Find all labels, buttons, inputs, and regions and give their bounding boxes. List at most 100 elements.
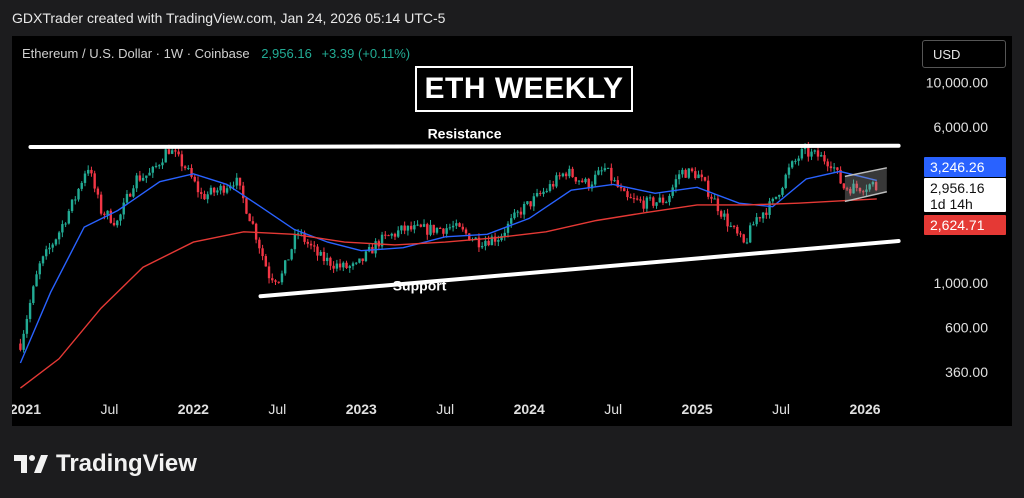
symbol-legend: Ethereum / U.S. Dollar · 1W · Coinbase 2… [22, 46, 410, 61]
candle-body [309, 243, 313, 246]
candle-body [648, 197, 652, 199]
candle-body [93, 173, 96, 189]
candle-body [277, 281, 280, 283]
candle-body [135, 175, 138, 189]
candle-body [477, 237, 481, 248]
candle-body [387, 235, 390, 237]
last-price: 2,956.16 [261, 46, 312, 61]
candle-body [258, 239, 261, 249]
candle-body [80, 182, 83, 189]
candle-body [35, 274, 38, 287]
x-tick-label: Jul [268, 401, 286, 417]
candle-body [348, 266, 351, 269]
candle-body [842, 183, 846, 189]
candle-body [212, 187, 216, 193]
candle-body [790, 161, 794, 168]
candle-body [300, 232, 303, 234]
candle-body [409, 225, 413, 230]
candle-body [209, 187, 213, 195]
resistance-line [28, 143, 901, 150]
candle-body [865, 189, 868, 192]
price-change: +3.39 (+0.11%) [321, 46, 411, 61]
candle-body [374, 241, 377, 254]
candle-body [803, 146, 807, 150]
slow-ma-price-text: 2,624.71 [930, 217, 985, 233]
candle-body [655, 202, 658, 206]
candle-body [235, 177, 238, 186]
candle-body [274, 280, 277, 282]
candle-body [616, 180, 619, 187]
candle-body [787, 167, 791, 175]
fast-ma-price-badge [924, 157, 1006, 177]
candle-body [690, 168, 694, 172]
candle-body [629, 197, 632, 199]
candle-body [810, 151, 813, 157]
candle-body [248, 213, 251, 222]
candle-body [645, 197, 649, 209]
tradingview-logo[interactable]: TradingView [14, 450, 197, 478]
chart-panel[interactable]: 10,000.00 6,000.00 1,000.00 600.00 360.00 202… [12, 36, 1012, 426]
candle-body [603, 168, 607, 171]
candle-body [587, 178, 590, 189]
candle-body [593, 174, 597, 185]
candle-body [290, 249, 293, 260]
candle-body [74, 199, 77, 201]
candle-body [141, 177, 145, 181]
candle-body [758, 217, 762, 219]
current-price-text: 1d 14h [930, 196, 973, 212]
candle-body [820, 155, 823, 157]
candle-body [57, 232, 61, 240]
candle-body [661, 197, 665, 203]
candle-body [96, 188, 100, 195]
candle-body [45, 249, 48, 257]
chart-credit: GDXTrader created with TradingView.com, … [12, 10, 446, 26]
candle-body [807, 146, 810, 157]
candle-body [671, 187, 674, 196]
slow-ma-price-badge [924, 215, 1006, 235]
x-tick-label: 2023 [346, 401, 377, 417]
candle-body [677, 174, 681, 180]
candle-body [442, 228, 445, 234]
candle-body [83, 173, 87, 183]
candle-body [122, 202, 125, 215]
candle-body [283, 260, 287, 274]
candle-body [200, 192, 203, 194]
candle-body [552, 184, 555, 187]
candle-body [342, 262, 345, 268]
candle-body [874, 182, 878, 191]
candle-body [103, 213, 106, 215]
candle-body [558, 175, 561, 177]
candle-body [535, 193, 539, 197]
candle-body [581, 180, 584, 183]
candle-body [164, 149, 167, 163]
candle-body [77, 188, 80, 200]
candle-body [216, 190, 219, 193]
candle-body [839, 169, 842, 184]
support-line [258, 239, 901, 299]
currency-button[interactable]: USD [922, 40, 1006, 68]
x-tick-label: Jul [772, 401, 790, 417]
candle-body [138, 175, 142, 181]
candle-body [761, 212, 765, 219]
candle-body [451, 225, 455, 228]
candle-body [355, 262, 358, 264]
y-tick-label: 600.00 [945, 320, 988, 336]
current-price-badge [924, 178, 1006, 212]
candle-body [687, 168, 691, 178]
candle-body [64, 223, 67, 225]
price-chart[interactable]: 10,000.00 6,000.00 1,000.00 600.00 360.00 202… [12, 36, 1012, 426]
candle-body [329, 257, 332, 266]
candle-body [170, 150, 174, 154]
candle-body [723, 213, 726, 217]
candle-body [125, 193, 129, 203]
candle-body [429, 224, 432, 235]
tradingview-logo-icon [14, 455, 48, 473]
candle-body [849, 188, 852, 194]
candle-body [54, 239, 58, 245]
candle-body [390, 233, 393, 236]
candle-body [681, 169, 684, 175]
moving-average-fast [19, 170, 877, 364]
candle-body [287, 259, 290, 261]
candle-body [639, 199, 642, 201]
candle-body [413, 225, 416, 230]
